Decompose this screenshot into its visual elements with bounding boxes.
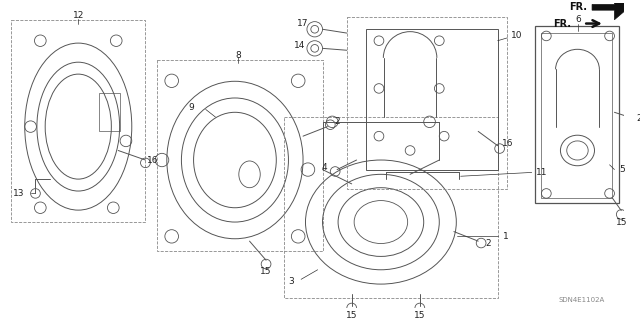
Text: 16: 16 <box>502 139 513 148</box>
Text: 8: 8 <box>235 51 241 60</box>
Bar <box>11 20 145 222</box>
Text: 13: 13 <box>13 189 25 198</box>
Text: 2: 2 <box>636 115 640 124</box>
Bar <box>534 26 620 203</box>
Text: 2: 2 <box>334 117 340 126</box>
Text: 11: 11 <box>536 168 547 177</box>
Text: 17: 17 <box>298 19 309 28</box>
Text: 15: 15 <box>260 267 272 276</box>
Polygon shape <box>592 0 629 20</box>
Text: 3: 3 <box>289 277 294 286</box>
Text: 12: 12 <box>72 12 84 20</box>
Text: SDN4E1102A: SDN4E1102A <box>559 297 605 303</box>
Bar <box>284 117 498 299</box>
Text: 15: 15 <box>616 218 627 227</box>
Text: 9: 9 <box>188 103 194 112</box>
Bar <box>99 93 120 132</box>
Text: 16: 16 <box>147 156 158 164</box>
Text: 4: 4 <box>322 163 327 172</box>
Text: 1: 1 <box>502 232 508 241</box>
Bar <box>347 17 508 189</box>
Text: 14: 14 <box>294 41 306 50</box>
Text: 2: 2 <box>485 238 491 248</box>
Text: 10: 10 <box>511 31 523 40</box>
Text: FR.: FR. <box>569 2 587 12</box>
Bar <box>541 33 612 198</box>
Text: 6: 6 <box>575 15 581 24</box>
Text: 15: 15 <box>414 311 426 320</box>
Text: 5: 5 <box>620 165 625 174</box>
Bar <box>366 29 498 170</box>
Text: FR.: FR. <box>553 19 571 28</box>
Text: 15: 15 <box>346 311 358 320</box>
Bar <box>157 60 323 251</box>
